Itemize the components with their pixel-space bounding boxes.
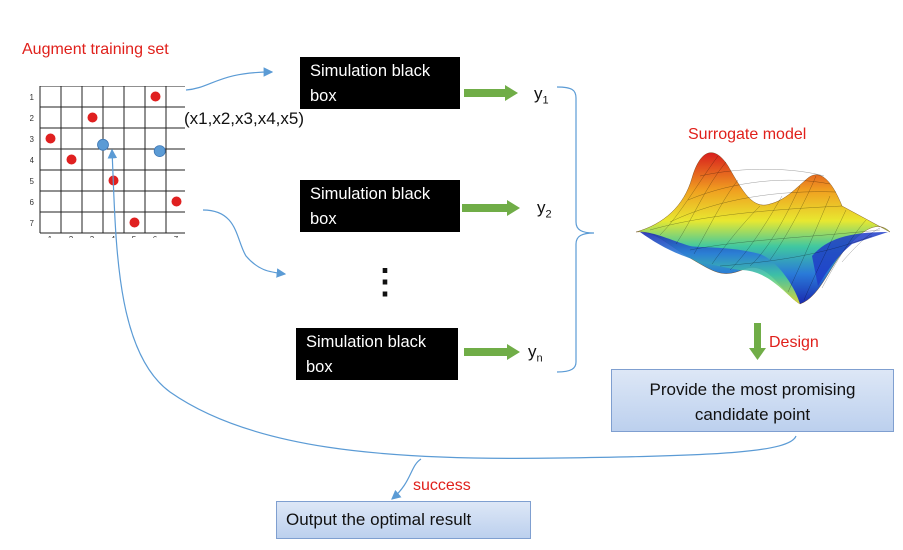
optimal-result-box: Output the optimal result xyxy=(276,501,531,539)
simulation-box-2: Simulation black box xyxy=(300,180,460,232)
ellipsis-dots: ⋮ xyxy=(368,263,402,301)
green-arrow-2 xyxy=(462,200,520,216)
candidate-point-box: Provide the most promising candidate poi… xyxy=(611,369,894,432)
success-label: success xyxy=(413,477,471,494)
surrogate-surface xyxy=(635,152,891,305)
row-tick-label: 5 xyxy=(30,177,35,186)
success-connector xyxy=(391,458,422,500)
grid-to-sim1-connector xyxy=(185,67,274,91)
sample-point-blue xyxy=(153,145,166,157)
output-y2-base: y xyxy=(537,198,546,217)
simulation-box-1-line2: box xyxy=(310,87,337,105)
surrogate-model-label: Surrogate model xyxy=(688,126,807,143)
sample-point-red xyxy=(129,217,140,228)
feedback-loop-connector xyxy=(107,148,797,459)
output-y1-base: y xyxy=(534,84,543,103)
design-label: Design xyxy=(769,334,819,351)
output-y2-sub: 2 xyxy=(545,208,552,221)
simulation-box-2-line2: box xyxy=(310,210,337,228)
output-yn-base: y xyxy=(528,342,537,361)
green-arrow-n xyxy=(464,344,520,360)
output-y2: y2 xyxy=(537,198,552,220)
sampling-grid: 12345671234567 xyxy=(30,85,188,244)
simulation-box-n-line1: Simulation black xyxy=(306,333,427,351)
sample-point-red xyxy=(66,154,77,165)
row-tick-label: 2 xyxy=(30,114,35,123)
variable-tuple-label: (x1,x2,x3,x4,x5) xyxy=(184,109,304,128)
row-tick-label: 6 xyxy=(30,198,35,207)
sample-point-red xyxy=(171,196,182,207)
sample-point-blue xyxy=(97,138,109,151)
simulation-box-n: Simulation black box xyxy=(296,328,458,380)
augment-training-set-label: Augment training set xyxy=(22,41,169,58)
design-arrow xyxy=(749,323,766,360)
sample-point-red xyxy=(45,133,56,144)
row-tick-label: 3 xyxy=(30,135,35,144)
output-yn-sub: n xyxy=(536,352,543,365)
row-tick-label: 7 xyxy=(30,219,35,228)
output-y1-sub: 1 xyxy=(542,94,549,107)
output-yn: yn xyxy=(528,342,543,364)
simulation-box-1: Simulation black box xyxy=(300,57,460,109)
optimal-result-label: Output the optimal result xyxy=(286,510,472,529)
row-tick-label: 4 xyxy=(30,156,35,165)
sample-point-red xyxy=(87,112,98,123)
row-tick-label: 1 xyxy=(30,93,35,102)
candidate-point-line2: candidate point xyxy=(694,405,811,424)
green-arrow-1 xyxy=(464,85,518,101)
simulation-box-2-line1: Simulation black xyxy=(310,185,431,203)
output-y1: y1 xyxy=(534,84,549,106)
grid-to-sim-lower-connector xyxy=(202,209,287,278)
output-brace xyxy=(556,86,595,373)
simulation-box-n-line2: box xyxy=(306,358,333,376)
sample-point-red xyxy=(150,91,161,102)
simulation-box-1-line1: Simulation black xyxy=(310,62,431,80)
candidate-point-line1: Provide the most promising xyxy=(649,380,856,399)
grid-svg: 12345671234567 xyxy=(30,85,188,244)
